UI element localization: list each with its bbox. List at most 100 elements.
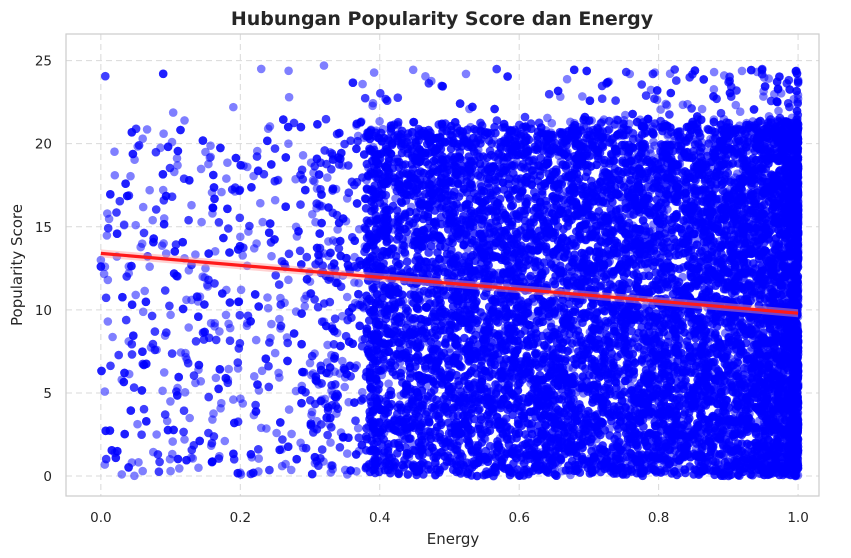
cloud-point xyxy=(284,139,293,148)
cloud-point xyxy=(102,231,112,240)
cloud-point xyxy=(333,225,342,234)
cloud-point xyxy=(342,292,352,302)
cloud-point xyxy=(238,251,247,260)
scatter-point-51 xyxy=(270,348,280,358)
cloud-point xyxy=(308,176,318,185)
cloud-point xyxy=(236,285,246,295)
cloud-point xyxy=(340,382,350,392)
cloud-point xyxy=(196,377,206,386)
cloud-point xyxy=(191,250,200,259)
cloud-point xyxy=(137,239,147,248)
scatter-point-13 xyxy=(145,185,154,195)
cloud-point xyxy=(735,107,745,116)
cloud-point xyxy=(255,198,265,208)
cloud-point xyxy=(182,295,191,305)
cloud-point xyxy=(323,173,332,182)
scatter-point-31 xyxy=(201,264,210,273)
cloud-point xyxy=(368,98,378,108)
cloud-point xyxy=(697,104,707,114)
cloud-point xyxy=(110,147,119,156)
cloud-point xyxy=(326,438,335,447)
cloud-point xyxy=(421,72,430,81)
cloud-point xyxy=(165,454,175,464)
cloud-point xyxy=(287,429,296,439)
cloud-point xyxy=(140,286,149,296)
cloud-point xyxy=(323,340,332,350)
scatter-point-54 xyxy=(284,92,294,102)
cloud-point xyxy=(185,413,194,423)
cloud-point xyxy=(180,388,190,397)
cloud-point xyxy=(204,159,213,169)
cloud-point xyxy=(358,79,367,89)
scatter-point-36 xyxy=(222,174,231,183)
scatter-point-46 xyxy=(256,64,266,74)
scatter-point-28 xyxy=(194,463,203,473)
scatter-point-10 xyxy=(131,290,141,300)
cloud-point xyxy=(254,454,263,463)
cloud-point xyxy=(276,293,285,303)
cloud-point xyxy=(296,438,305,448)
cloud-point xyxy=(224,364,233,374)
cloud-point xyxy=(461,69,471,79)
cloud-point xyxy=(307,410,316,420)
cloud-point xyxy=(709,67,719,77)
cloud-point xyxy=(168,437,177,446)
cloud-point xyxy=(737,66,747,76)
cloud-point xyxy=(649,137,658,147)
cloud-point xyxy=(100,387,110,396)
cloud-point xyxy=(338,356,347,366)
cloud-point xyxy=(384,379,393,389)
cloud-point xyxy=(284,66,293,76)
scatter-point-21 xyxy=(173,160,182,170)
cloud-point xyxy=(408,65,418,75)
scatter-point-20 xyxy=(166,466,175,476)
cloud-point xyxy=(209,409,218,418)
cloud-point xyxy=(142,125,152,134)
scatter-point-39 xyxy=(229,395,238,404)
cloud-point xyxy=(168,108,178,117)
cloud-point xyxy=(217,398,226,408)
cloud-point xyxy=(211,373,221,383)
scatter-point-15 xyxy=(152,430,161,439)
scatter-point-64 xyxy=(319,61,329,70)
cloud-point xyxy=(267,319,276,329)
scatter-point-44 xyxy=(249,372,259,381)
cloud-point xyxy=(133,419,142,429)
cloud-point xyxy=(375,117,384,126)
cloud-point xyxy=(206,141,215,150)
cloud-point xyxy=(300,302,310,311)
cloud-point xyxy=(709,85,719,94)
cloud-point xyxy=(158,386,167,396)
cloud-point xyxy=(99,269,109,279)
cloud-point xyxy=(104,214,114,224)
scatter-point-24 xyxy=(180,116,189,125)
cloud-point xyxy=(138,307,148,317)
scatter-point-49 xyxy=(263,303,273,313)
cloud-point xyxy=(275,373,284,382)
cloud-point xyxy=(175,464,184,473)
cloud-point xyxy=(275,314,284,324)
cloud-point xyxy=(126,171,135,181)
scatter-point-61 xyxy=(305,358,315,368)
cloud-point xyxy=(661,99,671,109)
cloud-point xyxy=(281,459,290,469)
dense-point-cloud xyxy=(96,64,803,481)
cloud-point xyxy=(159,368,169,377)
cloud-point xyxy=(267,251,276,261)
cloud-point xyxy=(343,449,352,458)
scatter-point-9 xyxy=(131,220,141,230)
cloud-point xyxy=(197,217,206,227)
scatter-point-50 xyxy=(270,195,280,205)
cloud-point xyxy=(263,293,272,302)
scatter-point-11 xyxy=(138,134,147,143)
cloud-point xyxy=(108,332,117,342)
scatter-point-0 xyxy=(96,255,106,265)
scatter-point-1 xyxy=(103,317,113,326)
cloud-point xyxy=(300,294,309,304)
cloud-point xyxy=(258,217,268,227)
scatter-point-25 xyxy=(180,435,189,444)
cloud-point xyxy=(272,428,281,438)
scatter-point-58 xyxy=(298,151,308,160)
cloud-point xyxy=(161,249,171,258)
